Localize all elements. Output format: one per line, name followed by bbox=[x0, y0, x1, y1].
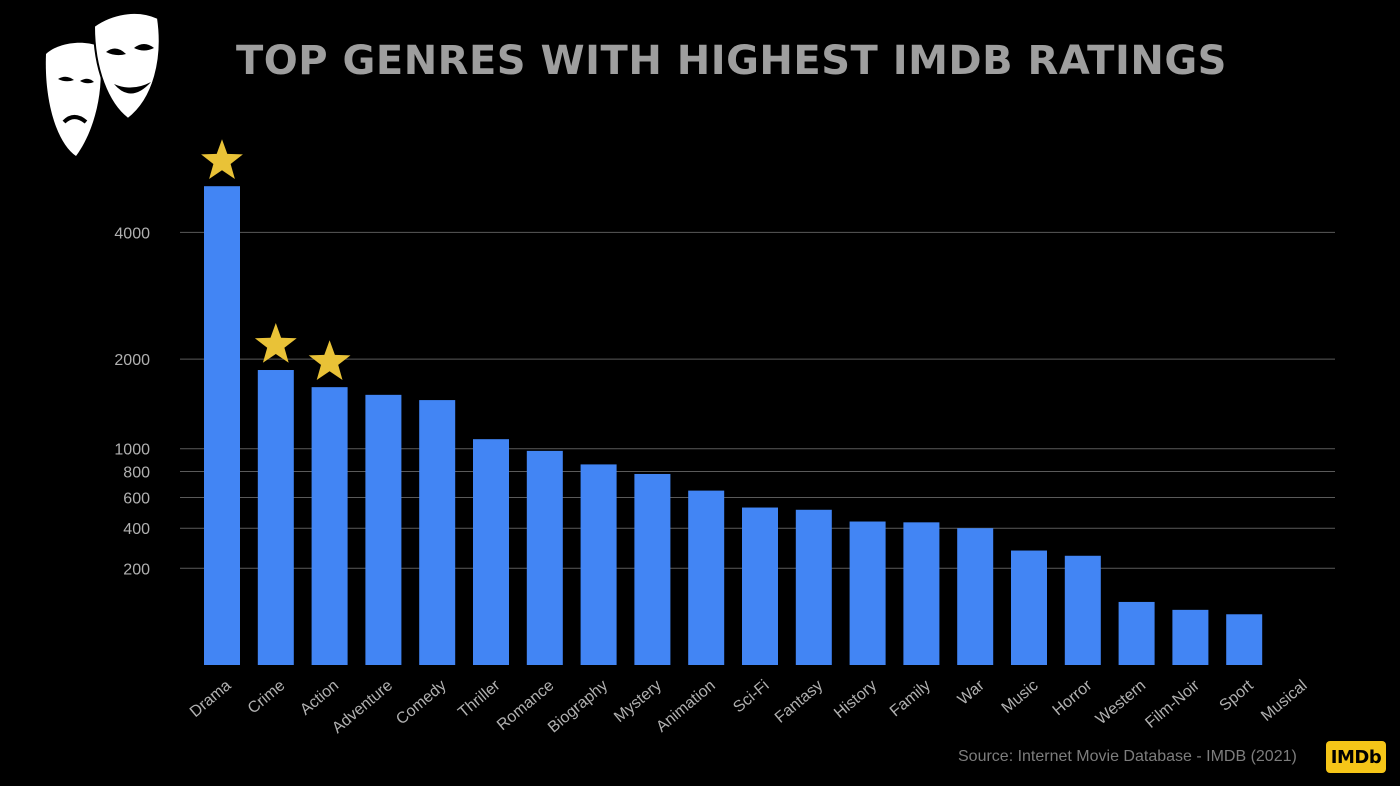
x-tick-label: Musical bbox=[1258, 677, 1310, 725]
bars bbox=[204, 186, 1263, 665]
x-tick-label: Action bbox=[297, 677, 342, 719]
bar-drama bbox=[204, 186, 240, 665]
y-tick-label: 600 bbox=[123, 490, 150, 507]
bar-war bbox=[957, 528, 994, 665]
bar-music bbox=[1011, 550, 1047, 665]
x-tick-label: Crime bbox=[245, 677, 289, 718]
bar-sci-fi bbox=[742, 507, 778, 665]
bar-adventure bbox=[365, 394, 402, 665]
x-tick-label: Animation bbox=[653, 677, 718, 736]
bar-romance bbox=[526, 450, 563, 665]
bar-action bbox=[311, 387, 348, 665]
y-axis-ticks: 200 400 600 800 1000 2000 4000 bbox=[114, 225, 150, 578]
y-tick-label: 2000 bbox=[114, 352, 150, 369]
x-tick-label: Family bbox=[887, 677, 934, 720]
x-tick-label: Drama bbox=[187, 677, 235, 721]
x-tick-label: Thriller bbox=[455, 677, 504, 722]
bar-mystery bbox=[634, 473, 671, 665]
imdb-logo-text: IMDb bbox=[1330, 746, 1382, 768]
imdb-logo: IMDb bbox=[1326, 741, 1386, 773]
y-tick-label: 1000 bbox=[114, 442, 150, 459]
x-tick-label: Fantasy bbox=[772, 677, 827, 727]
bar-fantasy bbox=[795, 509, 832, 665]
x-tick-label: Biography bbox=[545, 677, 611, 736]
bar-history bbox=[849, 521, 886, 665]
bar-biography bbox=[580, 464, 617, 665]
x-tick-label: Western bbox=[1093, 677, 1149, 728]
bar-family bbox=[903, 522, 940, 665]
x-tick-label: Music bbox=[999, 677, 1042, 717]
x-tick-label: Sport bbox=[1217, 677, 1258, 715]
theatre-masks-icon bbox=[45, 11, 161, 156]
bar-animation bbox=[688, 490, 725, 665]
x-tick-label: Adventure bbox=[329, 677, 396, 737]
y-tick-label: 200 bbox=[123, 561, 150, 578]
x-tick-label: Sci-Fi bbox=[730, 677, 772, 716]
x-tick-label: Horror bbox=[1050, 677, 1096, 720]
bar-horror bbox=[1064, 555, 1101, 665]
bar-film-noir bbox=[1172, 609, 1209, 665]
y-tick-label: 800 bbox=[123, 465, 150, 482]
bar-western bbox=[1118, 601, 1155, 665]
y-tick-label: 400 bbox=[123, 521, 150, 538]
star-icon bbox=[254, 323, 297, 363]
star-icon bbox=[308, 340, 351, 380]
x-tick-label: Film-Noir bbox=[1142, 677, 1203, 732]
bar-thriller bbox=[473, 439, 509, 665]
bar-sport bbox=[1226, 614, 1263, 665]
x-tick-label: Comedy bbox=[393, 677, 450, 728]
star-icon bbox=[201, 139, 243, 179]
bar-crime bbox=[257, 370, 294, 665]
chart-title: TOP GENRES WITH HIGHEST IMDB RATINGS bbox=[236, 38, 1227, 84]
bar-comedy bbox=[419, 400, 456, 665]
x-tick-label: War bbox=[955, 677, 988, 709]
x-tick-label: History bbox=[831, 677, 880, 722]
source-note: Source: Internet Movie Database - IMDB (… bbox=[958, 748, 1297, 765]
y-tick-label: 4000 bbox=[114, 225, 150, 242]
highlight-stars bbox=[201, 139, 351, 380]
